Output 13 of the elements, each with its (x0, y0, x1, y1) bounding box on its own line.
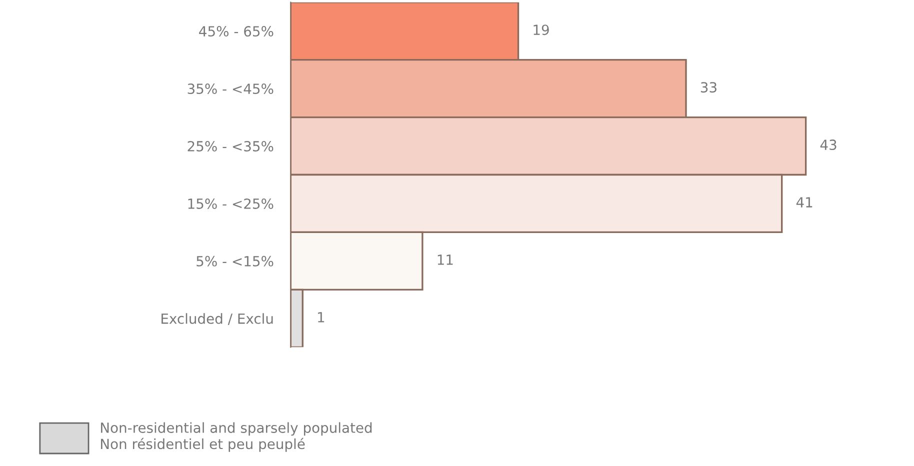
y-tick-label: 5% - <15% (196, 256, 274, 266)
data-label: 1 (318, 312, 324, 322)
legend-label: Non-residential and sparsely populated Non résidentiel et peu peuplé (101, 422, 372, 452)
y-tick-label: 15% - <25% (188, 198, 274, 209)
y-tick-label: 45% - 65% (199, 26, 274, 37)
data-label: 11 (438, 254, 453, 265)
data-label: 41 (796, 197, 812, 208)
y-tick-label: Excluded / Exclu (162, 313, 273, 325)
data-label: 43 (820, 140, 836, 150)
data-label: 19 (534, 24, 549, 36)
data-label: 33 (700, 82, 716, 93)
y-tick-label: 25% - <35% (188, 140, 274, 152)
y-tick-label: 35% - <45% (188, 84, 274, 94)
